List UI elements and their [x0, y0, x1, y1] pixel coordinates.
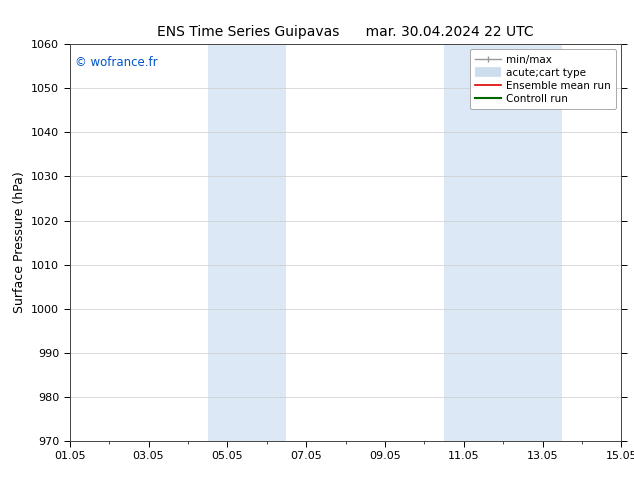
Title: ENS Time Series Guipavas      mar. 30.04.2024 22 UTC: ENS Time Series Guipavas mar. 30.04.2024… — [157, 25, 534, 39]
Y-axis label: Surface Pressure (hPa): Surface Pressure (hPa) — [13, 172, 25, 314]
Text: © wofrance.fr: © wofrance.fr — [75, 56, 158, 69]
Legend: min/max, acute;cart type, Ensemble mean run, Controll run: min/max, acute;cart type, Ensemble mean … — [470, 49, 616, 109]
Bar — [444, 44, 562, 441]
Bar — [207, 44, 287, 441]
